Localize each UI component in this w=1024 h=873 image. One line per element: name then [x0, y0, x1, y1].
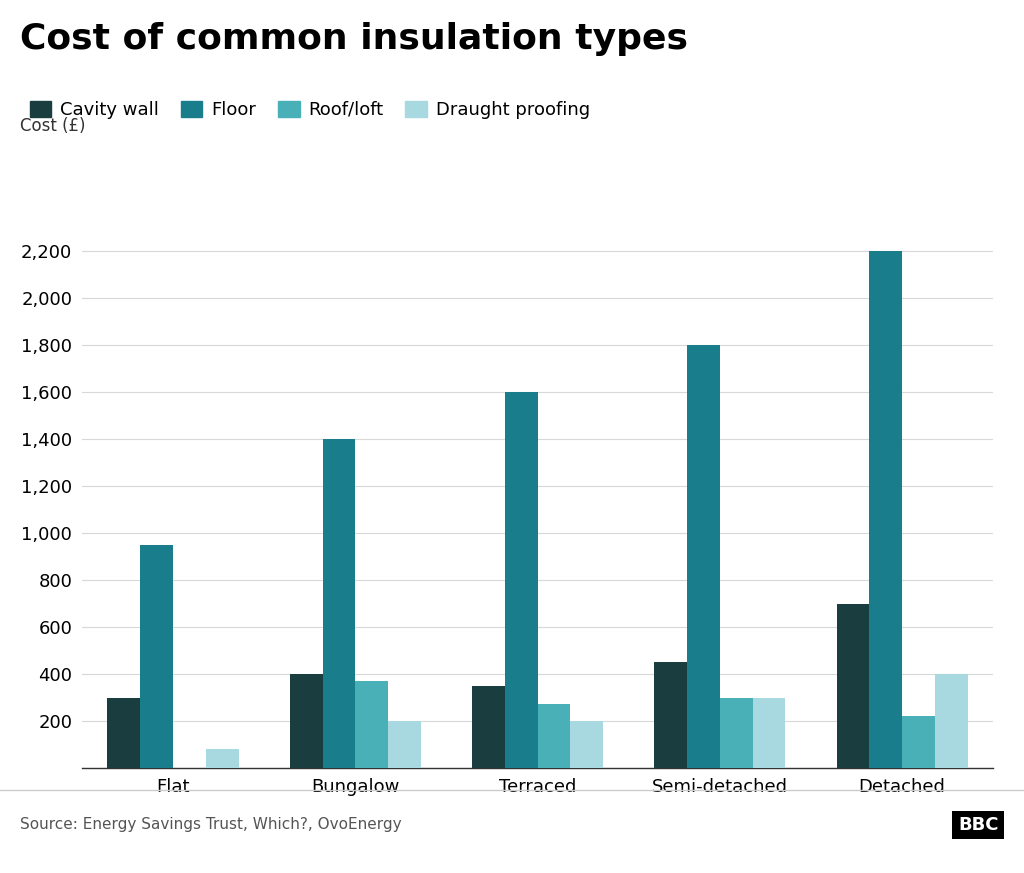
Bar	[935, 674, 968, 768]
Bar	[869, 251, 902, 768]
Bar	[108, 698, 140, 768]
Text: Source: Energy Savings Trust, Which?, OvoEnergy: Source: Energy Savings Trust, Which?, Ov…	[20, 817, 402, 833]
Bar	[388, 721, 421, 768]
Bar	[323, 439, 355, 768]
Bar	[837, 603, 869, 768]
Bar	[206, 749, 239, 768]
Text: Cost of common insulation types: Cost of common insulation types	[20, 22, 688, 56]
Bar	[570, 721, 603, 768]
Bar	[355, 681, 388, 768]
Bar	[472, 686, 505, 768]
Bar	[753, 698, 785, 768]
Bar	[654, 663, 687, 768]
Bar	[687, 345, 720, 768]
Bar	[505, 392, 538, 768]
Legend: Cavity wall, Floor, Roof/loft, Draught proofing: Cavity wall, Floor, Roof/loft, Draught p…	[30, 100, 590, 119]
Bar	[538, 704, 570, 768]
Bar	[902, 717, 935, 768]
Bar	[140, 545, 173, 768]
Text: Cost (£): Cost (£)	[20, 117, 86, 135]
Bar	[720, 698, 753, 768]
Bar	[290, 674, 323, 768]
Text: BBC: BBC	[957, 816, 998, 834]
